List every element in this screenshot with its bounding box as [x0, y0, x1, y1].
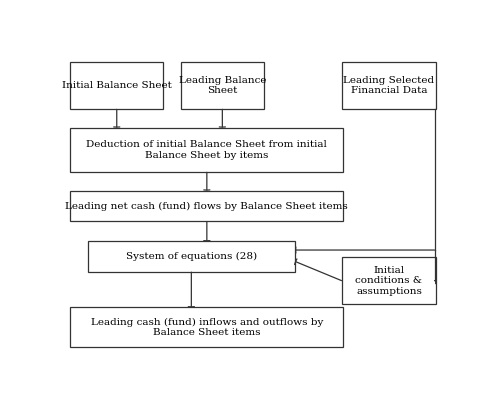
FancyBboxPatch shape — [70, 308, 344, 348]
FancyBboxPatch shape — [342, 62, 436, 109]
FancyBboxPatch shape — [70, 191, 344, 221]
Text: Leading net cash (fund) flows by Balance Sheet items: Leading net cash (fund) flows by Balance… — [66, 201, 348, 211]
Text: Leading Selected
Financial Data: Leading Selected Financial Data — [344, 76, 434, 95]
FancyBboxPatch shape — [342, 257, 436, 304]
Text: Leading Balance
Sheet: Leading Balance Sheet — [178, 76, 266, 95]
Text: Initial
conditions &
assumptions: Initial conditions & assumptions — [356, 266, 422, 296]
FancyBboxPatch shape — [180, 62, 264, 109]
FancyBboxPatch shape — [88, 241, 295, 272]
Text: Initial Balance Sheet: Initial Balance Sheet — [62, 81, 172, 90]
Text: System of equations (28): System of equations (28) — [126, 252, 257, 261]
FancyBboxPatch shape — [70, 62, 163, 109]
FancyBboxPatch shape — [70, 128, 344, 172]
Text: Deduction of initial Balance Sheet from initial
Balance Sheet by items: Deduction of initial Balance Sheet from … — [86, 140, 328, 160]
Text: Leading cash (fund) inflows and outflows by
Balance Sheet items: Leading cash (fund) inflows and outflows… — [90, 318, 323, 337]
